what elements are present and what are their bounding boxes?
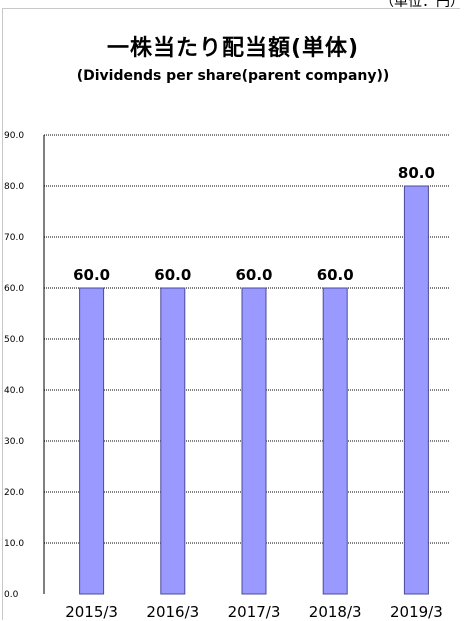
- y-tick-label: 40.0: [4, 386, 24, 396]
- x-category-label: 2019/3: [390, 603, 443, 621]
- y-tick-label: 80.0: [4, 182, 24, 192]
- y-axis: 0.0 10.0 20.0 30.0 40.0 50.0 60.0 70.0 80.0 90.0: [4, 131, 45, 600]
- x-category-label: 2018/3: [309, 603, 362, 621]
- x-category-label: 2017/3: [228, 603, 281, 621]
- y-tick-label: 30.0: [4, 437, 24, 447]
- chart-title: 一株当たり配当額(単体): [106, 36, 360, 61]
- y-tick-label: 10.0: [4, 539, 24, 549]
- bar: [403, 185, 429, 595]
- bar: [241, 287, 267, 595]
- chart-subtitle: (Dividends per share(parent company)): [76, 68, 390, 84]
- bars: [79, 185, 429, 595]
- data-label: 60.0: [317, 266, 354, 284]
- data-label: 80.0: [398, 164, 435, 182]
- unit-note: （単位：円）: [380, 0, 464, 10]
- bar: [322, 287, 348, 595]
- data-label: 60.0: [73, 266, 110, 284]
- y-tick-label: 50.0: [4, 335, 24, 345]
- y-tick-label: 70.0: [4, 233, 24, 243]
- y-tick-label: 90.0: [4, 131, 24, 141]
- x-category-label: 2015/3: [65, 603, 118, 621]
- data-labels: 60.0 60.0 60.0 60.0 80.0: [73, 164, 435, 284]
- data-label: 60.0: [235, 266, 272, 284]
- y-tick-label: 0.0: [4, 590, 19, 600]
- y-tick-label: 20.0: [4, 488, 24, 498]
- x-category-label: 2016/3: [146, 603, 199, 621]
- y-tick-label: 60.0: [4, 284, 24, 294]
- chart-frame: [2, 8, 460, 620]
- x-axis-labels: 2015/3 2016/3 2017/3 2018/3 2019/3: [65, 603, 443, 621]
- data-label: 60.0: [154, 266, 191, 284]
- bar: [160, 287, 186, 595]
- bar: [79, 287, 105, 595]
